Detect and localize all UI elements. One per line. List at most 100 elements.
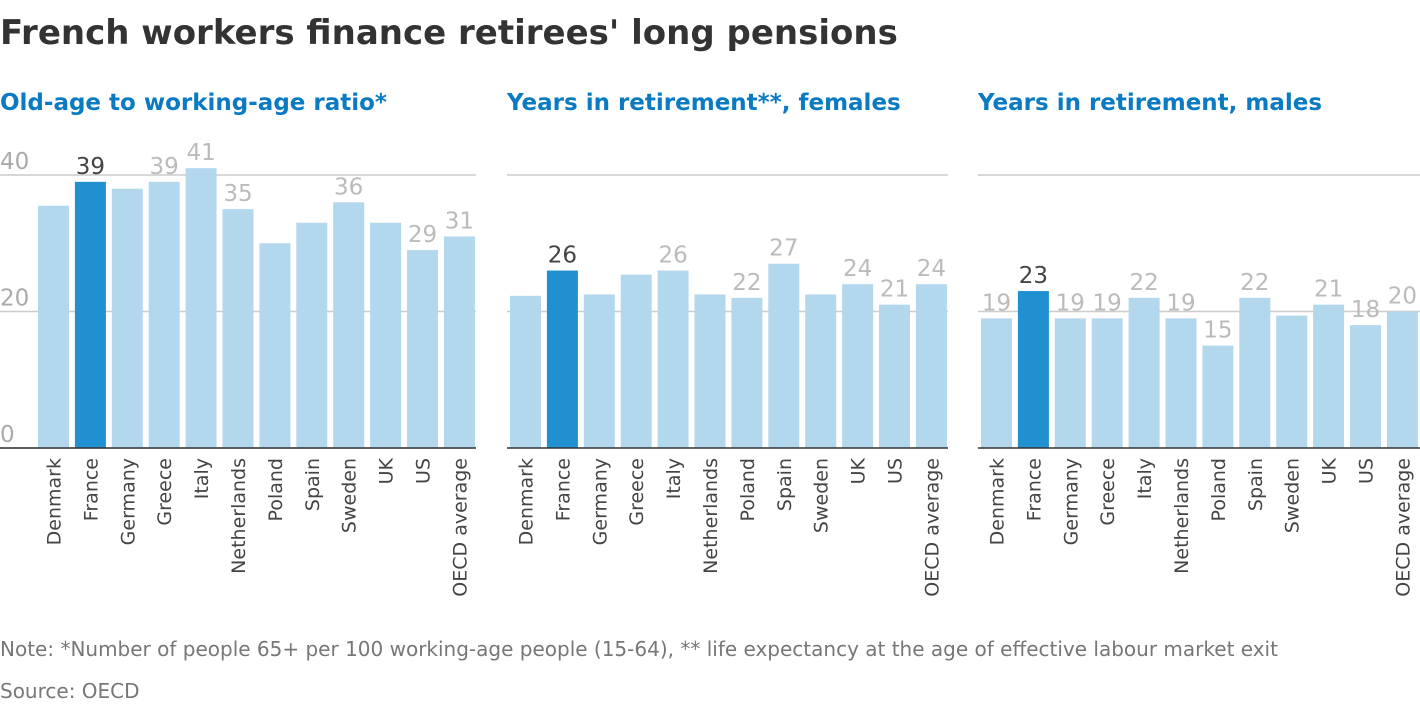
- value-label: 18: [1351, 297, 1380, 323]
- bar: [546, 270, 578, 448]
- x-tick-label: Sweden: [1282, 458, 1304, 533]
- value-label: 41: [186, 140, 215, 166]
- bar: [583, 294, 615, 448]
- x-tick-label: France: [552, 458, 574, 521]
- x-tick-label: Denmark: [44, 458, 66, 545]
- value-label: 22: [1240, 270, 1269, 296]
- bar: [842, 284, 874, 448]
- value-label: 19: [1166, 290, 1195, 316]
- value-label: 29: [408, 222, 437, 248]
- y-tick-label: 20: [0, 286, 29, 312]
- x-tick-label: France: [1023, 458, 1045, 521]
- value-label: 39: [76, 154, 105, 180]
- x-tick-label: Italy: [663, 458, 685, 499]
- bar: [981, 318, 1012, 448]
- x-tick-label: Spain: [1245, 458, 1267, 511]
- x-tick-label: Italy: [1134, 458, 1156, 499]
- bar: [805, 294, 837, 448]
- y-tick-label: 40: [0, 149, 29, 175]
- x-tick-label: Poland: [1208, 458, 1230, 521]
- bar: [1313, 304, 1345, 448]
- x-tick-label: Netherlands: [228, 458, 250, 574]
- chart-title: French workers finance retirees' long pe…: [0, 13, 898, 53]
- x-tick-label: Italy: [191, 458, 213, 499]
- bar: [259, 243, 291, 448]
- note: Note: *Number of people 65+ per 100 work…: [0, 637, 1278, 661]
- value-label: 26: [548, 243, 577, 269]
- x-tick-label: Germany: [1060, 458, 1082, 545]
- x-tick-label: OECD average: [449, 458, 471, 597]
- bar: [1202, 345, 1234, 448]
- bar: [1239, 297, 1271, 448]
- bar: [1128, 297, 1160, 448]
- bar: [38, 205, 69, 448]
- panel-title: Years in retirement, males: [977, 90, 1322, 116]
- bar: [407, 250, 438, 448]
- bar: [510, 295, 541, 448]
- value-label: 22: [1129, 270, 1158, 296]
- x-tick-label: UK: [376, 457, 398, 484]
- value-label: 15: [1203, 318, 1232, 344]
- x-tick-label: OECD average: [921, 458, 943, 597]
- x-tick-label: Greece: [626, 458, 648, 526]
- value-label: 27: [769, 236, 798, 262]
- x-tick-label: Greece: [154, 458, 176, 526]
- bar: [370, 222, 402, 448]
- x-tick-label: France: [80, 458, 102, 521]
- bar: [768, 263, 800, 448]
- value-label: 35: [223, 181, 252, 207]
- bar: [111, 188, 143, 448]
- x-tick-label: UK: [1319, 457, 1341, 484]
- bar: [1054, 318, 1086, 448]
- x-tick-label: US: [1356, 458, 1378, 484]
- bar: [443, 236, 475, 448]
- x-tick-label: Spain: [774, 458, 796, 511]
- x-tick-label: US: [413, 458, 435, 484]
- x-tick-label: Denmark: [987, 458, 1009, 545]
- value-label: 21: [880, 277, 909, 303]
- x-tick-label: Denmark: [516, 458, 538, 545]
- bar: [1165, 318, 1197, 448]
- x-tick-label: Sweden: [811, 458, 833, 533]
- value-label: 19: [982, 290, 1011, 316]
- value-label: 24: [917, 256, 946, 282]
- value-label: 39: [150, 154, 179, 180]
- panel-title: Old-age to working-age ratio*: [0, 90, 387, 116]
- bar: [694, 294, 726, 448]
- value-label: 22: [732, 270, 761, 296]
- bar: [731, 297, 763, 448]
- bar: [222, 209, 254, 448]
- value-label: 21: [1314, 277, 1343, 303]
- x-tick-label: Germany: [117, 458, 139, 545]
- value-label: 23: [1019, 263, 1048, 289]
- value-label: 19: [1056, 290, 1085, 316]
- value-label: 19: [1093, 290, 1122, 316]
- x-tick-label: US: [885, 458, 907, 484]
- x-tick-label: Poland: [265, 458, 287, 521]
- bar: [1386, 311, 1418, 448]
- y-tick-label: 0: [0, 422, 15, 448]
- x-tick-label: Spain: [302, 458, 324, 511]
- bar: [620, 274, 652, 448]
- bar: [879, 304, 910, 448]
- x-tick-label: OECD average: [1392, 458, 1414, 597]
- source: Source: OECD: [0, 679, 140, 703]
- x-tick-label: Netherlands: [700, 458, 722, 574]
- x-tick-label: Germany: [589, 458, 611, 545]
- x-tick-label: Netherlands: [1171, 458, 1193, 574]
- bar: [74, 181, 106, 448]
- panel-title: Years in retirement**, females: [506, 90, 901, 116]
- bar: [185, 168, 217, 449]
- value-label: 20: [1388, 284, 1417, 310]
- x-tick-label: UK: [848, 457, 870, 484]
- bar: [657, 270, 689, 448]
- bar: [915, 284, 947, 448]
- x-tick-label: Sweden: [339, 458, 361, 533]
- bar: [1350, 325, 1381, 448]
- bar: [296, 222, 328, 448]
- bar: [1017, 291, 1049, 448]
- bar: [1276, 315, 1308, 448]
- bar: [333, 202, 365, 448]
- value-label: 26: [658, 243, 687, 269]
